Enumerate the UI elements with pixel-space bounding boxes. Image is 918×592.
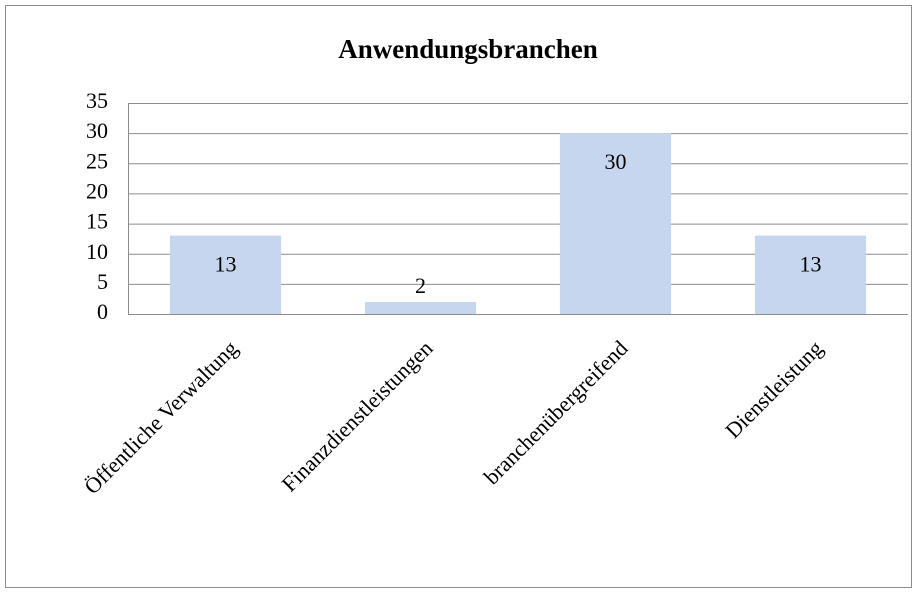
y-tick-label: 20 [86,178,108,203]
data-label: 13 [800,252,822,277]
chart-title: Anwendungsbranchen [338,34,598,64]
bar [559,133,672,314]
data-label: 30 [605,149,627,174]
y-tick-label: 35 [86,88,108,113]
y-tick-label: 15 [86,209,108,234]
bar [364,301,477,314]
y-tick-label: 10 [86,239,108,264]
y-tick-label: 5 [97,269,108,294]
bar [754,235,867,314]
y-tick-label: 30 [86,118,108,143]
bar [169,235,282,314]
data-label: 13 [215,252,237,277]
data-label: 2 [415,273,426,298]
y-tick-label: 0 [97,299,108,324]
y-tick-label: 25 [86,148,108,173]
